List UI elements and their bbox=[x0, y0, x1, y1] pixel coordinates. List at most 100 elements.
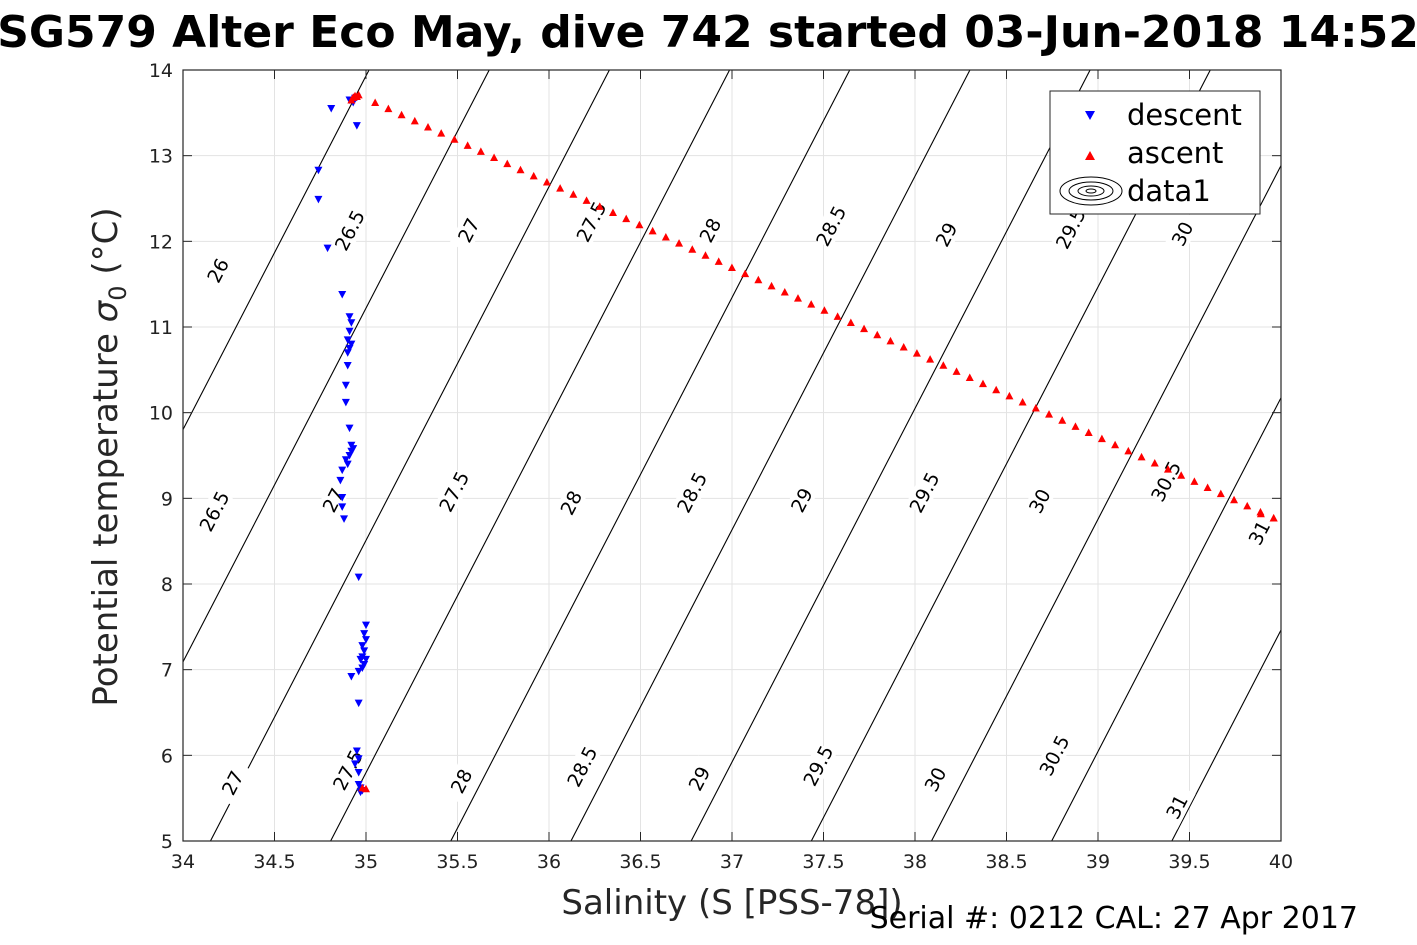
legend-ascent-label: ascent bbox=[1127, 136, 1223, 170]
descent-point bbox=[345, 424, 354, 433]
descent-point bbox=[351, 760, 360, 768]
descent-point bbox=[352, 747, 361, 756]
descent-point bbox=[362, 655, 370, 664]
ascent-point bbox=[1084, 428, 1093, 436]
ascent-point bbox=[992, 385, 1001, 394]
contour-label-bg bbox=[1146, 458, 1185, 505]
ascent-point bbox=[767, 281, 776, 290]
ascent-point bbox=[595, 202, 604, 210]
ascent-point bbox=[688, 245, 697, 253]
legend-descent-marker bbox=[1085, 111, 1095, 120]
ascent-point bbox=[701, 251, 710, 259]
x-tick-label: 34 bbox=[171, 851, 195, 873]
contour-label-bg bbox=[1035, 732, 1074, 779]
contour-label-bg bbox=[1157, 783, 1196, 830]
x-tick-label: 37.5 bbox=[802, 851, 844, 873]
ascent-point bbox=[556, 184, 565, 192]
x-tick-label: 39.5 bbox=[1168, 851, 1210, 873]
ascent-point bbox=[1097, 434, 1106, 443]
contour-label-bg bbox=[314, 477, 353, 523]
isopycnal-line bbox=[1051, 396, 1281, 841]
descent-point bbox=[354, 667, 363, 676]
ascent-point bbox=[793, 294, 802, 302]
contour-label-bg bbox=[680, 755, 719, 802]
ascent-point bbox=[741, 269, 750, 278]
descent-point bbox=[343, 336, 352, 344]
ascent-point bbox=[1256, 507, 1265, 516]
ascent-point bbox=[1203, 483, 1212, 491]
x-axis-ticks: 34 34.5 35 35.5 36 36.5 37 37.5 38 38.5 39 39.5 40 bbox=[171, 70, 1293, 873]
ascent-point bbox=[1058, 416, 1067, 424]
legend-data1-label: data1 bbox=[1127, 174, 1211, 208]
descent-point bbox=[354, 755, 363, 763]
ascent-point bbox=[569, 190, 578, 198]
ascent-point bbox=[714, 257, 723, 265]
descent-point bbox=[343, 349, 352, 357]
descent-point bbox=[354, 768, 363, 777]
ascent-point bbox=[727, 263, 736, 272]
descent-point bbox=[338, 290, 347, 299]
ascent-point bbox=[899, 342, 908, 351]
descent-point bbox=[347, 447, 356, 456]
contour-label-bg bbox=[330, 207, 369, 254]
ascent-point bbox=[362, 784, 370, 793]
ascent-point bbox=[1137, 452, 1146, 461]
contour-label-bg bbox=[782, 477, 821, 523]
ascent-point bbox=[622, 214, 631, 223]
descent-point bbox=[347, 673, 356, 681]
contour-label-bg bbox=[1163, 210, 1202, 257]
contour-label-bg bbox=[198, 247, 237, 294]
ascent-point bbox=[1216, 489, 1225, 498]
y-tick-label: 14 bbox=[149, 60, 173, 82]
y-axis-ticks: 5 6 7 8 9 10 11 12 13 14 bbox=[149, 60, 1281, 853]
ascent-point bbox=[437, 129, 446, 137]
ascent-point bbox=[1111, 440, 1120, 449]
y-axis-label: Potential temperature σ0 (°C) bbox=[86, 207, 132, 706]
y-tick-label: 10 bbox=[149, 403, 173, 425]
ascent-point bbox=[860, 324, 869, 333]
ascent-point bbox=[608, 208, 617, 217]
isopycnal-line bbox=[930, 164, 1281, 841]
descent-point bbox=[341, 381, 350, 390]
legend: descent ascent data1 bbox=[1049, 90, 1261, 215]
ascent-point bbox=[873, 330, 882, 339]
ascent-point bbox=[490, 153, 499, 162]
ascent-point bbox=[1230, 495, 1239, 504]
ascent-point bbox=[754, 275, 763, 284]
contour-label-bg bbox=[213, 759, 252, 806]
x-axis-label: Salinity (S [PSS-78]) bbox=[561, 883, 902, 923]
ascent-point bbox=[410, 116, 419, 125]
ascent-point bbox=[1190, 477, 1199, 485]
contour-label-bg bbox=[195, 488, 234, 535]
ascent-point bbox=[952, 367, 961, 375]
serial-calibration-text: Serial #: 0212 CAL: 27 Apr 2017 bbox=[870, 901, 1358, 936]
ascent-point bbox=[926, 355, 935, 363]
isopycnal-line bbox=[330, 70, 731, 841]
x-tick-label: 36.5 bbox=[619, 851, 661, 873]
ascent-point bbox=[939, 361, 948, 369]
descent-point bbox=[362, 636, 370, 644]
y-tick-label: 12 bbox=[149, 231, 173, 253]
y-axis-label-main: Potential temperature bbox=[86, 322, 126, 706]
ascent-point bbox=[1163, 465, 1172, 473]
x-tick-label: 34.5 bbox=[253, 851, 295, 873]
contour-label-bg bbox=[449, 207, 488, 254]
ascent-point bbox=[384, 104, 393, 113]
ascent-point bbox=[1243, 501, 1252, 510]
descent-point bbox=[314, 195, 323, 204]
descent-point bbox=[336, 476, 345, 485]
contour-label-bg bbox=[916, 756, 955, 803]
y-tick-label: 11 bbox=[149, 317, 173, 339]
descent-point bbox=[327, 105, 336, 113]
ascent-point bbox=[820, 306, 829, 314]
descent-point bbox=[341, 456, 350, 464]
ascent-point bbox=[1177, 471, 1186, 479]
ascent-point bbox=[1005, 391, 1014, 400]
x-tick-label: 36 bbox=[537, 851, 561, 873]
ascent-point bbox=[476, 147, 485, 155]
descent-point bbox=[362, 621, 370, 630]
descent-point bbox=[343, 362, 352, 370]
contour-label-bg bbox=[799, 742, 837, 789]
contour-label-bg bbox=[1020, 478, 1059, 524]
